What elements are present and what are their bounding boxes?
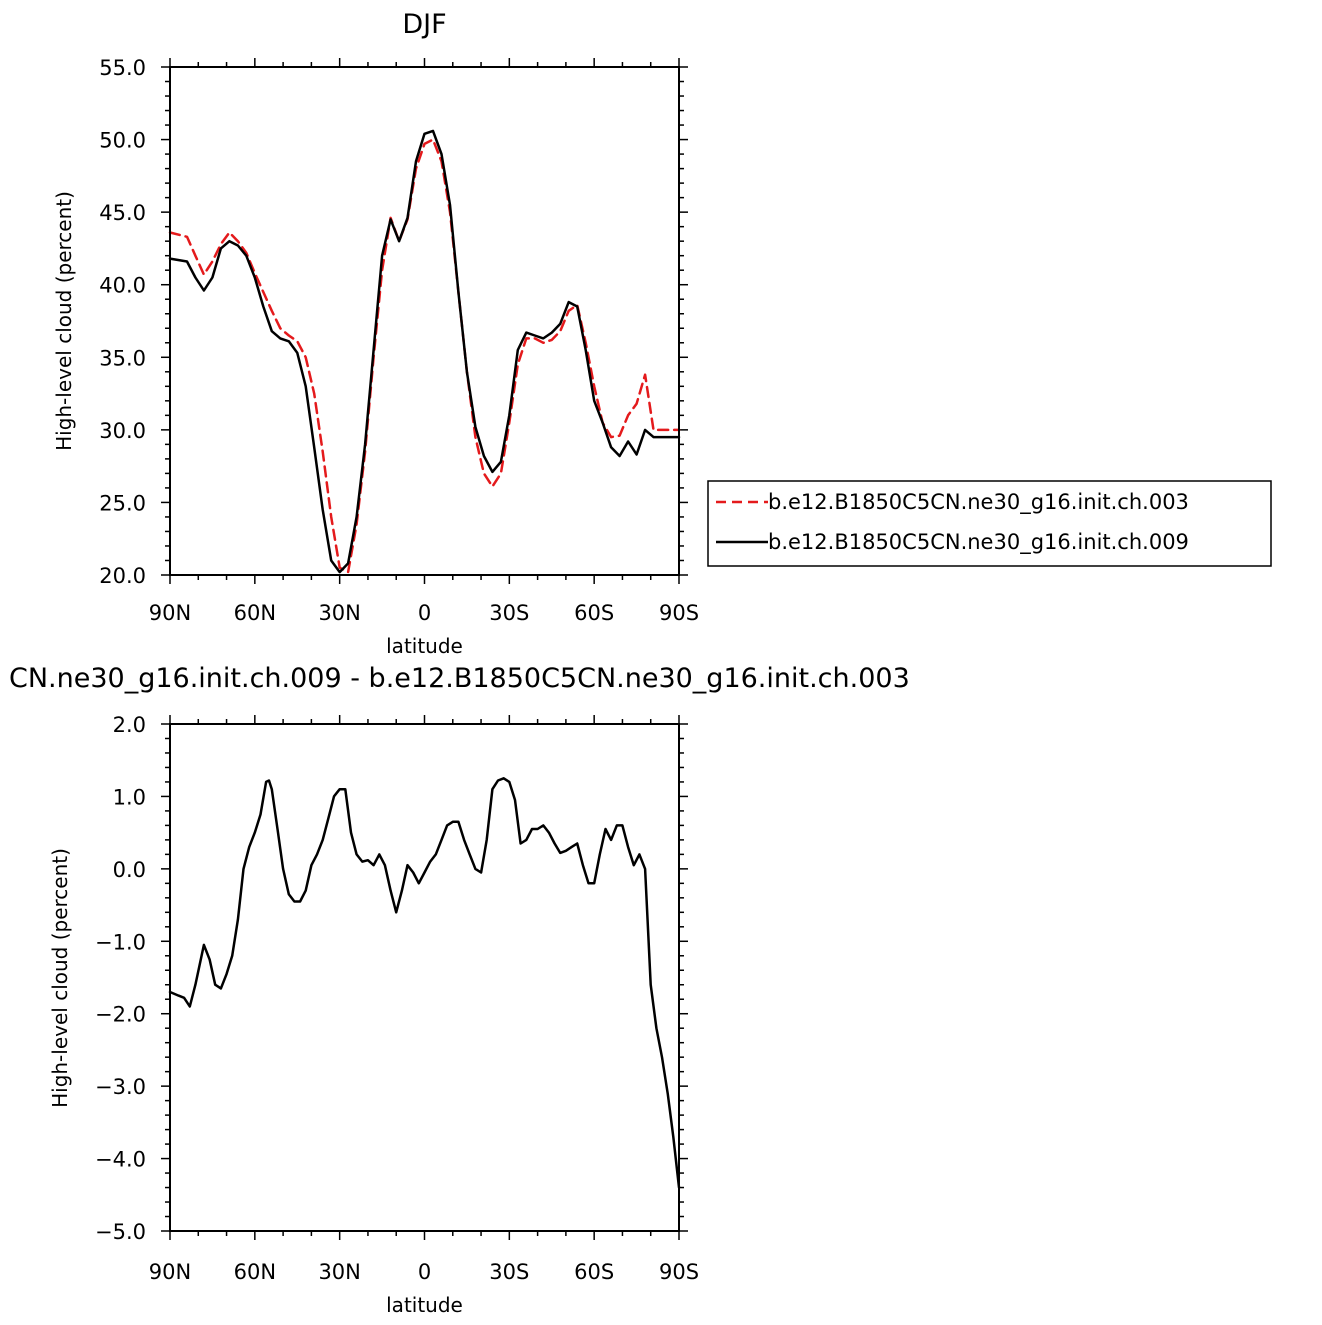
y-tick-label: 2.0 — [113, 713, 146, 737]
y-tick-label: −4.0 — [95, 1148, 146, 1172]
top-x-axis-label: latitude — [386, 634, 463, 658]
y-tick-label: −1.0 — [95, 930, 146, 954]
bottom-x-axis-label: latitude — [386, 1293, 463, 1317]
y-tick-label: 0.0 — [113, 858, 146, 882]
x-tick-label: 0 — [418, 601, 431, 625]
x-tick-label: 0 — [418, 1260, 431, 1284]
x-tick-label: 30N — [318, 601, 360, 625]
x-tick-label: 60S — [574, 1260, 614, 1284]
top-chart-title: DJF — [402, 9, 446, 40]
y-tick-label: 30.0 — [99, 419, 146, 443]
y-tick-label: 35.0 — [99, 346, 146, 370]
top-plot-frame — [169, 66, 680, 576]
legend-label-009: b.e12.B1850C5CN.ne30_g16.init.ch.009 — [768, 530, 1189, 555]
series-line-0-1 — [168, 129, 681, 574]
top-plot-lines — [168, 129, 681, 574]
bottom-panel: CN.ne30_g16.init.ch.009 - b.e12.B1850C5C… — [9, 663, 910, 1317]
x-tick-label: 30S — [489, 601, 529, 625]
series-line-1-0 — [168, 777, 681, 1189]
y-tick-label: 20.0 — [99, 564, 146, 588]
legend-box — [707, 480, 1272, 567]
x-tick-label: 90S — [659, 1260, 699, 1284]
x-tick-label: 60N — [234, 1260, 276, 1284]
x-tick-label: 90S — [659, 601, 699, 625]
x-tick-label: 60N — [234, 601, 276, 625]
series-line-0-0 — [168, 138, 681, 574]
legend-label-003: b.e12.B1850C5CN.ne30_g16.init.ch.003 — [768, 490, 1189, 515]
top-tick-labels: 90N 60N 30N 0 30S 60S 90S 20.0 25.0 30.0 35.0 40.0 4… — [99, 56, 699, 625]
y-tick-label: 1.0 — [113, 785, 146, 809]
y-tick-label: 25.0 — [99, 491, 146, 515]
top-y-axis-label: High-level cloud (percent) — [52, 191, 76, 451]
y-tick-label: −3.0 — [95, 1075, 146, 1099]
y-tick-label: −5.0 — [95, 1220, 146, 1244]
y-tick-label: 50.0 — [99, 129, 146, 153]
y-tick-label: 55.0 — [99, 56, 146, 80]
bottom-plot-frame — [169, 723, 680, 1232]
x-tick-label: 60S — [574, 601, 614, 625]
x-tick-label: 30N — [318, 1260, 360, 1284]
y-tick-label: 40.0 — [99, 274, 146, 298]
y-tick-label: 45.0 — [99, 201, 146, 225]
bottom-tick-labels: 90N 60N 30N 0 30S 60S 90S −5.0 −4.0 −3.0 −2.0 −1.0 0… — [95, 713, 699, 1284]
bottom-y-axis-label: High-level cloud (percent) — [48, 848, 72, 1108]
bottom-chart-title: CN.ne30_g16.init.ch.009 - b.e12.B1850C5C… — [9, 663, 910, 694]
x-tick-label: 90N — [149, 1260, 191, 1284]
legend: b.e12.B1850C5CN.ne30_g16.init.ch.003 b.e… — [707, 480, 1272, 567]
bottom-axis-ticks — [161, 715, 688, 1240]
x-tick-label: 30S — [489, 1260, 529, 1284]
top-panel: DJF 90N 60N 30N 0 30S 60S 90S 20.0 25.0 30.0 35.0 4… — [52, 9, 699, 658]
x-tick-label: 90N — [149, 601, 191, 625]
y-tick-label: −2.0 — [95, 1003, 146, 1027]
bottom-plot-lines — [168, 777, 681, 1189]
